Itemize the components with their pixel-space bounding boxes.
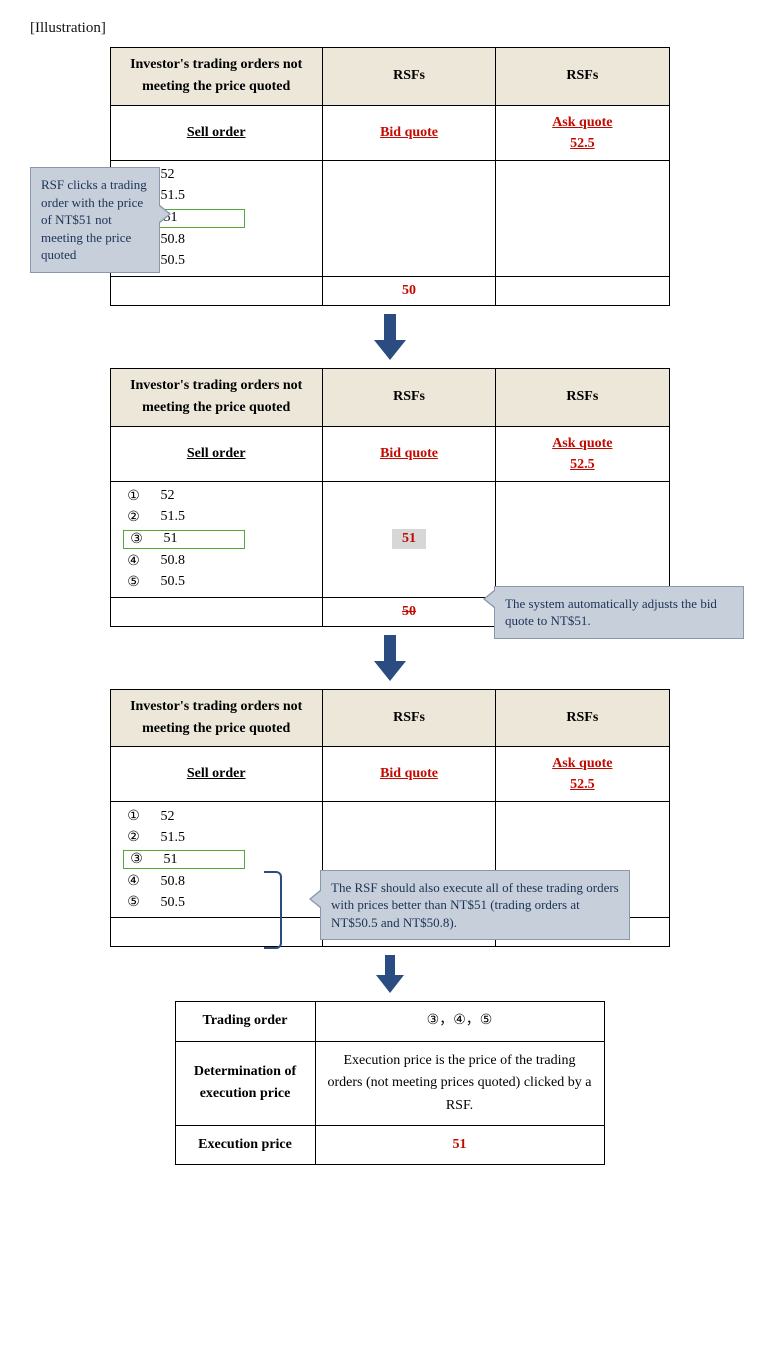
order-val: 51.5 (161, 509, 211, 525)
order-num: ⑤ (125, 574, 143, 591)
ask-value: 52.5 (570, 136, 595, 151)
ask-cell-empty (496, 160, 669, 276)
order-row: ⑤ 50.5 (121, 892, 316, 913)
order-val: 50.8 (161, 553, 211, 569)
order-val: 51 (164, 852, 214, 868)
subhead-sell: Sell order (110, 105, 322, 160)
header-col2: RSFs (322, 368, 495, 426)
order-list: ① 52 ② 51.5 ③ 51 ④ 50.8 ⑤ 50.5 (110, 802, 322, 918)
subhead-ask: Ask quote 52.5 (496, 105, 669, 160)
order-num: ③ (128, 851, 146, 868)
order-val: 50.8 (161, 232, 211, 248)
stage-3: The RSF should also execute all of these… (30, 689, 749, 948)
order-num: ⑤ (125, 894, 143, 911)
order-row: ⑤ 50.5 (121, 572, 316, 593)
header-col2: RSFs (322, 48, 495, 106)
subhead-sell: Sell order (110, 426, 322, 481)
order-num: ② (125, 829, 143, 846)
order-num: ① (125, 488, 143, 505)
order-row: ② 51.5 (121, 507, 316, 528)
footer-empty (496, 276, 669, 305)
order-val: 51.5 (161, 188, 211, 204)
arrow-down-icon (30, 955, 749, 995)
header-col1: Investor's trading orders not meeting th… (110, 689, 322, 747)
footer-bid-struck: 50 (322, 597, 495, 626)
order-num: ④ (125, 873, 143, 890)
order-val: 51.5 (161, 830, 211, 846)
illustration-label: [Illustration] (30, 20, 749, 37)
result-label-exec-price: Execution price (175, 1125, 315, 1164)
footer-empty (110, 918, 322, 947)
order-num: ② (125, 509, 143, 526)
footer-bid: 50 (322, 276, 495, 305)
bid-highlight: 51 (392, 529, 426, 549)
order-row: ② 51.5 (121, 827, 316, 848)
order-val: 52 (161, 809, 211, 825)
order-row-highlighted: ③ 51 (121, 848, 316, 871)
ask-value: 52.5 (570, 777, 595, 792)
subhead-sell: Sell order (110, 747, 322, 802)
subhead-ask: Ask quote 52.5 (496, 426, 669, 481)
order-row: ④ 50.8 (121, 871, 316, 892)
header-col3: RSFs (496, 689, 669, 747)
arrow-down-icon (30, 314, 749, 362)
table-stage-1: Investor's trading orders not meeting th… (110, 47, 670, 306)
subhead-bid: Bid quote (322, 426, 495, 481)
order-val: 50.5 (161, 253, 211, 269)
header-col2: RSFs (322, 689, 495, 747)
order-row-highlighted: ③ 51 (121, 528, 316, 551)
footer-empty (110, 276, 322, 305)
subhead-bid: Bid quote (322, 747, 495, 802)
header-col1: Investor's trading orders not meeting th… (110, 48, 322, 106)
bid-cell-new: 51 (322, 481, 495, 597)
order-num: ① (125, 808, 143, 825)
ask-cell-empty (496, 481, 669, 597)
result-value-determination: Execution price is the price of the trad… (315, 1041, 604, 1125)
subhead-ask: Ask quote 52.5 (496, 747, 669, 802)
order-row: ④ 50.8 (121, 551, 316, 572)
order-row: ① 52 (121, 806, 316, 827)
bid-cell-empty (322, 160, 495, 276)
bracket-icon (264, 871, 282, 949)
header-col3: RSFs (496, 368, 669, 426)
callout-rsf-click: RSF clicks a trading order with the pric… (30, 167, 160, 273)
ask-label: Ask quote (552, 436, 612, 451)
order-val: 51 (164, 210, 214, 226)
ask-value: 52.5 (570, 457, 595, 472)
footer-empty (110, 597, 322, 626)
order-val: 51 (164, 531, 214, 547)
callout-auto-adjust: The system automatically adjusts the bid… (494, 586, 744, 639)
order-val: 50.5 (161, 574, 211, 590)
ask-label: Ask quote (552, 115, 612, 130)
callout-execute-all: The RSF should also execute all of these… (320, 870, 630, 941)
header-col3: RSFs (496, 48, 669, 106)
subhead-bid: Bid quote (322, 105, 495, 160)
result-value-trading-order: ③，④，⑤ (315, 1002, 604, 1041)
result-table: Trading order ③，④，⑤ Determination of exe… (175, 1001, 605, 1165)
order-val: 52 (161, 167, 211, 183)
arrow-down-icon (30, 635, 749, 683)
order-num: ③ (128, 531, 146, 548)
order-list: ① 52 ② 51.5 ③ 51 ④ 50.8 ⑤ 50.5 (110, 481, 322, 597)
order-val: 52 (161, 488, 211, 504)
stage-2: The system automatically adjusts the bid… (30, 368, 749, 627)
result-label-trading-order: Trading order (175, 1002, 315, 1041)
order-row: ① 52 (121, 486, 316, 507)
header-col1: Investor's trading orders not meeting th… (110, 368, 322, 426)
result-label-determination: Determination of execution price (175, 1041, 315, 1125)
order-num: ④ (125, 553, 143, 570)
order-val: 50.8 (161, 874, 211, 890)
ask-label: Ask quote (552, 756, 612, 771)
result-value-exec-price: 51 (315, 1125, 604, 1164)
stage-1: RSF clicks a trading order with the pric… (30, 47, 749, 306)
order-val: 50.5 (161, 895, 211, 911)
